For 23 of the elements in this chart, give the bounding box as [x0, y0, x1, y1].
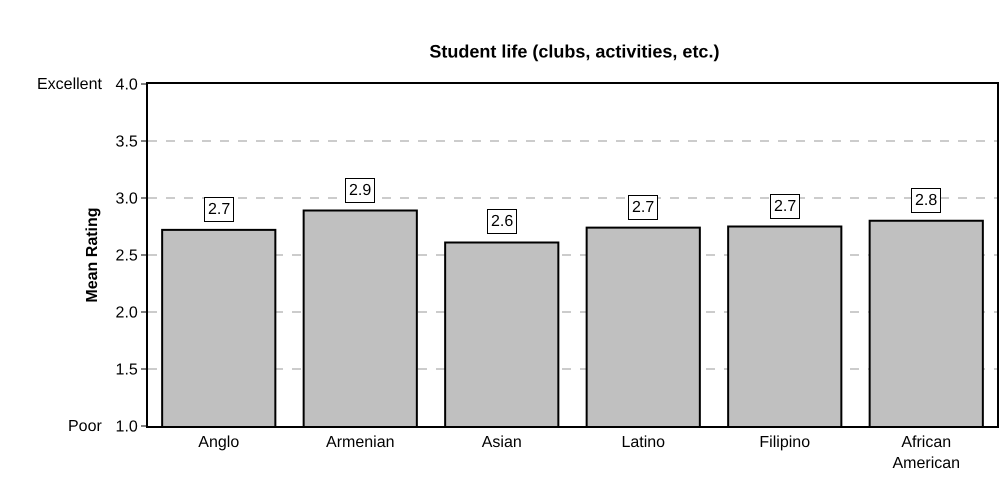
- x-tick-label: Armenian: [326, 434, 394, 452]
- data-label: 2.7: [208, 201, 230, 218]
- data-label: 2.9: [349, 182, 372, 199]
- y-tick-label: 3.5: [116, 134, 138, 151]
- x-tick-label: Anglo: [198, 434, 240, 452]
- data-label: 2.7: [774, 198, 796, 215]
- chart-title: Student life (clubs, activities, etc.): [429, 41, 720, 62]
- data-label: 2.7: [632, 199, 654, 216]
- y-tick-label: 2.5: [116, 248, 138, 265]
- x-tick-label: African American: [892, 434, 960, 472]
- text: Poor: [68, 418, 102, 435]
- y-tick-label: 4.0: [116, 76, 138, 94]
- data-label: 2.6: [491, 213, 514, 230]
- y-tick-label: 1.0: [116, 418, 138, 436]
- y-tick-label: 2.0: [116, 304, 138, 322]
- text: Excellent: [37, 76, 102, 93]
- y-tick-label: 1.5: [116, 362, 138, 379]
- x-tick-label: Latino: [621, 434, 666, 452]
- y-tick-label: 3.0: [116, 190, 138, 208]
- x-tick-label: Filipino: [759, 434, 810, 452]
- data-label: 2.8: [915, 192, 938, 209]
- y-axis-title: Mean Rating: [84, 207, 101, 303]
- x-tick-label: Asian: [482, 434, 522, 452]
